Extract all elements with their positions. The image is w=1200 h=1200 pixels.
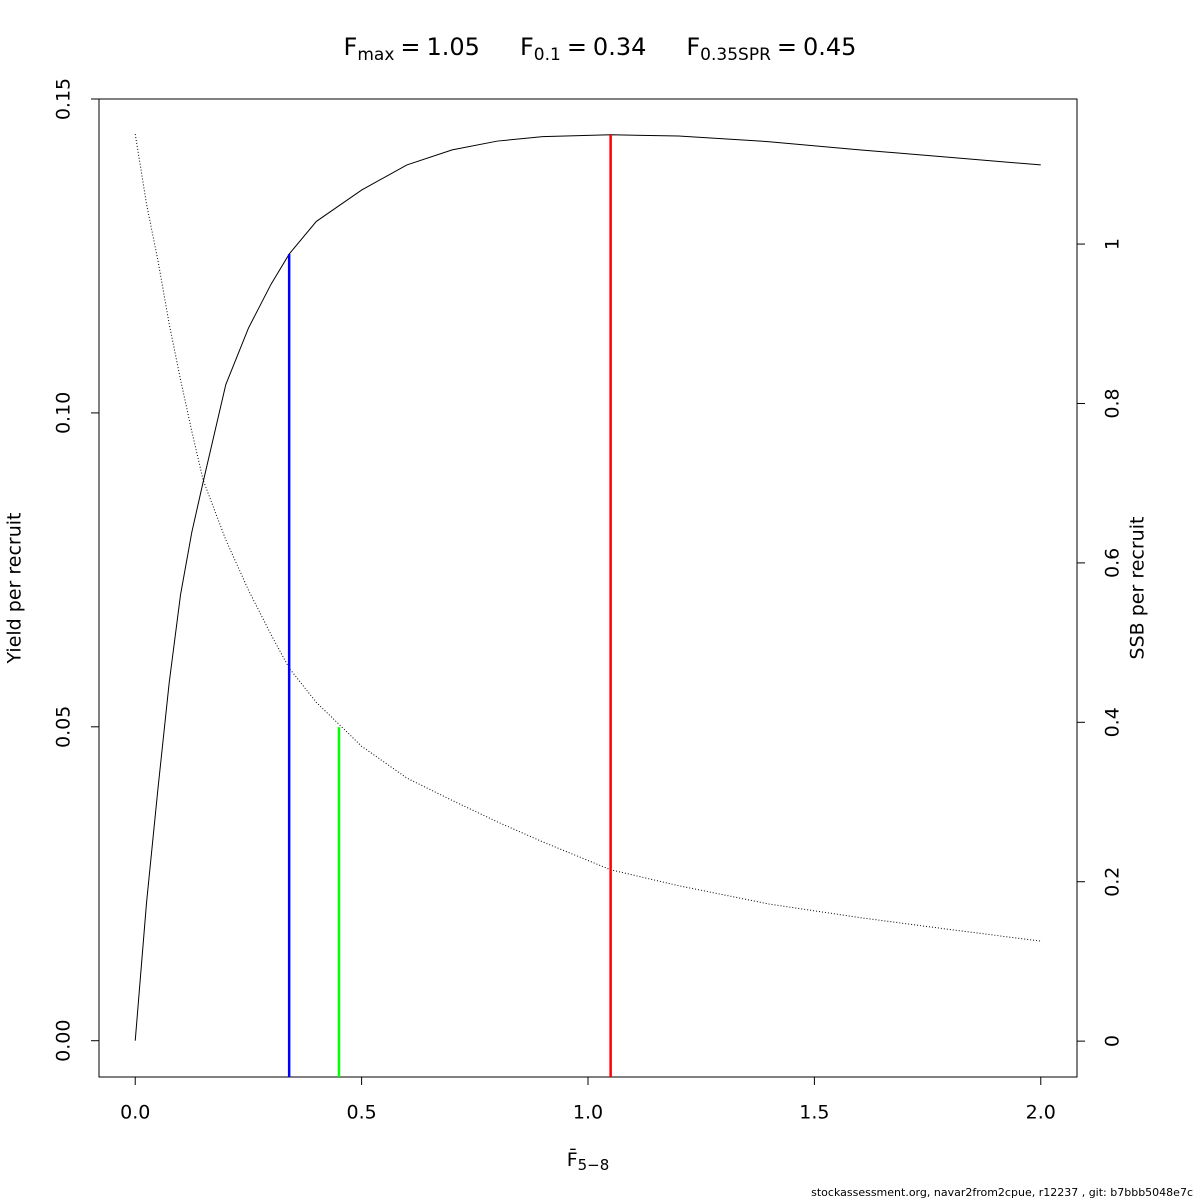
y2-tick-label: 0.4 — [1102, 707, 1124, 737]
series-line — [134, 134, 1041, 1041]
title-equals: = — [400, 33, 420, 61]
title-subscript: 0.1 — [534, 45, 561, 65]
y2-tick-label: 0.2 — [1102, 867, 1124, 897]
title-symbol: F — [344, 33, 358, 61]
y-axis-label: Yield per recruit — [4, 513, 26, 665]
x-tick-label: 0.0 — [120, 1102, 150, 1124]
y-tick-label: 0.05 — [53, 706, 75, 748]
title-value: 0.34 — [593, 33, 646, 61]
y2-tick-label: 1 — [1102, 238, 1124, 250]
series-line — [134, 133, 1041, 942]
title-subscript: max — [357, 45, 394, 65]
y2-tick-label: 0.6 — [1102, 548, 1124, 578]
x-label-subscript: 5−8 — [578, 1156, 610, 1174]
y-tick-label: 0.15 — [53, 78, 75, 120]
title-subscript: 0.35SPR — [700, 45, 771, 65]
y2-tick-label: 0 — [1102, 1035, 1124, 1047]
title-equals: = — [777, 33, 797, 61]
chart-title: Fmax = 1.05 F0.1 = 0.34 F0.35SPR = 0.45 — [344, 33, 857, 65]
x-tick-label: 0.5 — [347, 1102, 377, 1124]
title-equals: = — [567, 33, 587, 61]
x-tick-label: 2.0 — [1026, 1102, 1056, 1124]
footer: stockassessment.org, navar2from2cpue, r1… — [811, 1186, 1193, 1199]
y2-tick-label: 0.8 — [1102, 388, 1124, 418]
title-symbol: F — [686, 33, 700, 61]
plot-frame — [98, 98, 1078, 1078]
title-value: 0.45 — [803, 33, 856, 61]
y-tick-label: 0.10 — [53, 392, 75, 434]
title-value: 1.05 — [427, 33, 480, 61]
title-symbol: F — [520, 33, 534, 61]
y2-axis-label: SSB per recruit — [1127, 517, 1149, 660]
x-tick-label: 1.5 — [799, 1102, 829, 1124]
x-label-symbol: F̄ — [567, 1146, 578, 1170]
y-tick-label: 0.00 — [53, 1020, 75, 1062]
x-axis-label: F̄5−8 — [567, 1146, 610, 1173]
x-tick-label: 1.0 — [573, 1102, 603, 1124]
